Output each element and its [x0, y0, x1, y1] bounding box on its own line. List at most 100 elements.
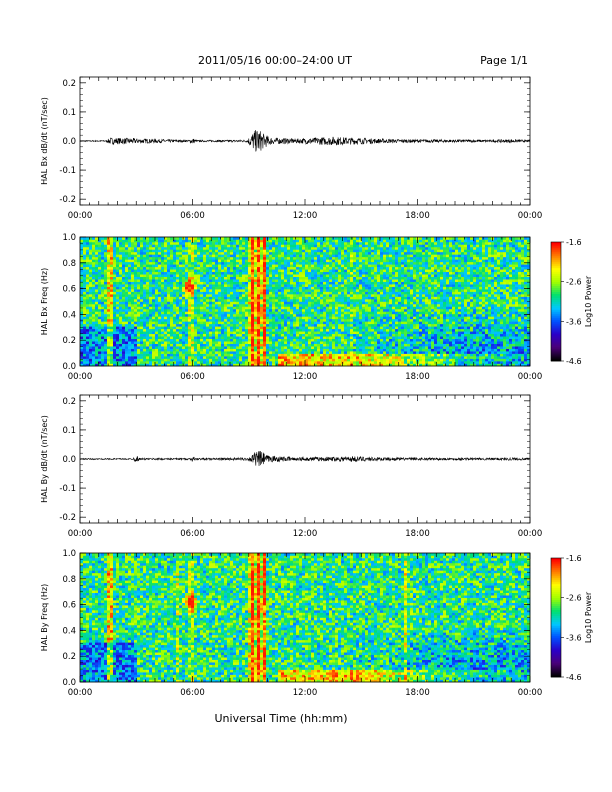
- colorbar-swatch: [551, 615, 561, 618]
- plot-frame: [79, 236, 531, 367]
- colorbar-swatch: [551, 667, 561, 670]
- colorbar-swatch: [551, 671, 561, 674]
- colorbar-tick-label: -4.6: [566, 357, 582, 366]
- colorbar-swatch: [551, 347, 561, 350]
- colorbar-swatch: [551, 631, 561, 634]
- x-tick-label: 06:00: [180, 529, 205, 539]
- y-tick-label: 0.4: [62, 626, 76, 636]
- spectrogram-cells: [80, 237, 531, 367]
- x-tick-label: 18:00: [405, 688, 430, 698]
- colorbar-label: Log10 Power: [584, 275, 593, 327]
- colorbar-swatch: [551, 601, 561, 605]
- y-tick-label: 0.1: [62, 426, 76, 436]
- colorbar-swatch: [551, 273, 561, 277]
- colorbar-swatch: [551, 301, 561, 304]
- colorbar-swatch: [551, 269, 561, 273]
- y-axis-label: HAL Bx dB/dt (nT/sec): [40, 97, 49, 185]
- x-tick-label: 12:00: [293, 211, 318, 221]
- colorbar-swatch: [551, 333, 561, 336]
- y-tick-label: 0.8: [62, 575, 76, 585]
- colorbar-swatch: [551, 647, 561, 650]
- colorbar-swatch: [551, 251, 561, 255]
- colorbar-swatch: [551, 243, 561, 247]
- y-tick-label: -0.2: [59, 195, 76, 205]
- colorbar-swatch: [551, 275, 561, 279]
- colorbar-swatch: [551, 659, 561, 662]
- colorbar-swatch: [551, 355, 561, 358]
- colorbar-tick-label: -3.6: [566, 317, 582, 326]
- y-tick-label: -0.1: [59, 484, 76, 494]
- y-tick-label: 0.4: [62, 310, 76, 320]
- x-tick-label: 06:00: [180, 211, 205, 221]
- colorbar-swatch: [551, 259, 561, 263]
- colorbar-swatch: [551, 255, 561, 259]
- colorbar-swatch: [551, 309, 561, 312]
- y-tick-label: 1.0: [62, 549, 76, 559]
- y-tick-label: 0.0: [62, 678, 76, 688]
- colorbar-swatch: [551, 563, 561, 567]
- colorbar-swatch: [551, 619, 561, 622]
- colorbar-swatch: [551, 675, 561, 678]
- y-tick-label: 0.0: [62, 455, 76, 465]
- colorbar-swatch: [551, 621, 561, 624]
- y-axis-label: HAL By Freq (Hz): [40, 584, 49, 651]
- colorbar-swatch: [551, 277, 561, 281]
- bx-colorbar: -1.6 -2.6 -3.6 -4.6 Log10 Power: [550, 238, 593, 366]
- colorbar-swatch: [551, 357, 561, 360]
- colorbar-swatch: [551, 295, 561, 298]
- colorbar-swatch: [551, 591, 561, 595]
- colorbar-swatch: [551, 339, 561, 342]
- colorbar-swatch: [551, 265, 561, 269]
- colorbar-swatch: [551, 641, 561, 644]
- colorbar-label: Log10 Power: [584, 591, 593, 643]
- colorbar-swatch: [551, 257, 561, 261]
- x-tick-label: 12:00: [293, 372, 318, 382]
- colorbar-swatch: [551, 303, 561, 306]
- colorbar-swatch: [551, 565, 561, 569]
- colorbar-swatch: [551, 305, 561, 308]
- colorbar-swatch: [551, 261, 561, 265]
- colorbar-swatch: [551, 649, 561, 652]
- colorbar-swatch: [551, 293, 561, 296]
- colorbar-frame: [550, 557, 562, 678]
- colorbar-tick-label: -1.6: [566, 238, 582, 247]
- colorbar-swatch: [551, 617, 561, 620]
- by-colorbar: -1.6 -2.6 -3.6 -4.6 Log10 Power: [550, 554, 593, 682]
- bx-spectrogram-panel: 00:00 06:00 12:00 18:00 00:00 1.0 0.8 0.6 0.4 0.2…: [40, 233, 542, 382]
- colorbar-swatch: [551, 627, 561, 630]
- x-tick-label: 00:00: [68, 529, 93, 539]
- x-tick-label: 00:00: [68, 211, 93, 221]
- colorbar-swatch: [551, 633, 561, 636]
- x-tick-label: 18:00: [405, 211, 430, 221]
- colorbar-swatch: [551, 637, 561, 640]
- colorbar-swatch: [551, 673, 561, 676]
- colorbar-swatch: [551, 253, 561, 257]
- colorbar-swatch: [551, 643, 561, 646]
- colorbar-swatch: [551, 571, 561, 575]
- colorbar-swatch: [551, 603, 561, 606]
- colorbar-swatch: [551, 341, 561, 344]
- colorbar-swatch: [551, 323, 561, 326]
- colorbar-swatch: [551, 558, 561, 561]
- y-tick-label: 0.2: [62, 397, 76, 407]
- colorbar-swatch: [551, 575, 561, 579]
- colorbar-swatch: [551, 595, 561, 599]
- colorbar-swatch: [551, 337, 561, 340]
- colorbar-swatch: [551, 585, 561, 589]
- colorbar-swatch: [551, 599, 561, 603]
- y-axis-label: HAL By dB/dt (nT/sec): [40, 415, 49, 503]
- colorbar-swatch: [551, 607, 561, 610]
- colorbar-swatch: [551, 311, 561, 314]
- colorbar-swatch: [551, 267, 561, 271]
- colorbar-swatch: [551, 283, 561, 287]
- colorbar-swatch: [551, 613, 561, 616]
- y-tick-label: 0.6: [62, 285, 76, 295]
- colorbar-swatch: [551, 587, 561, 591]
- colorbar-swatch: [551, 635, 561, 638]
- x-tick-label: 00:00: [518, 529, 543, 539]
- x-tick-label: 00:00: [68, 372, 93, 382]
- x-tick-label: 12:00: [293, 529, 318, 539]
- y-tick-label: 0.2: [62, 79, 76, 89]
- colorbar-swatch: [551, 573, 561, 577]
